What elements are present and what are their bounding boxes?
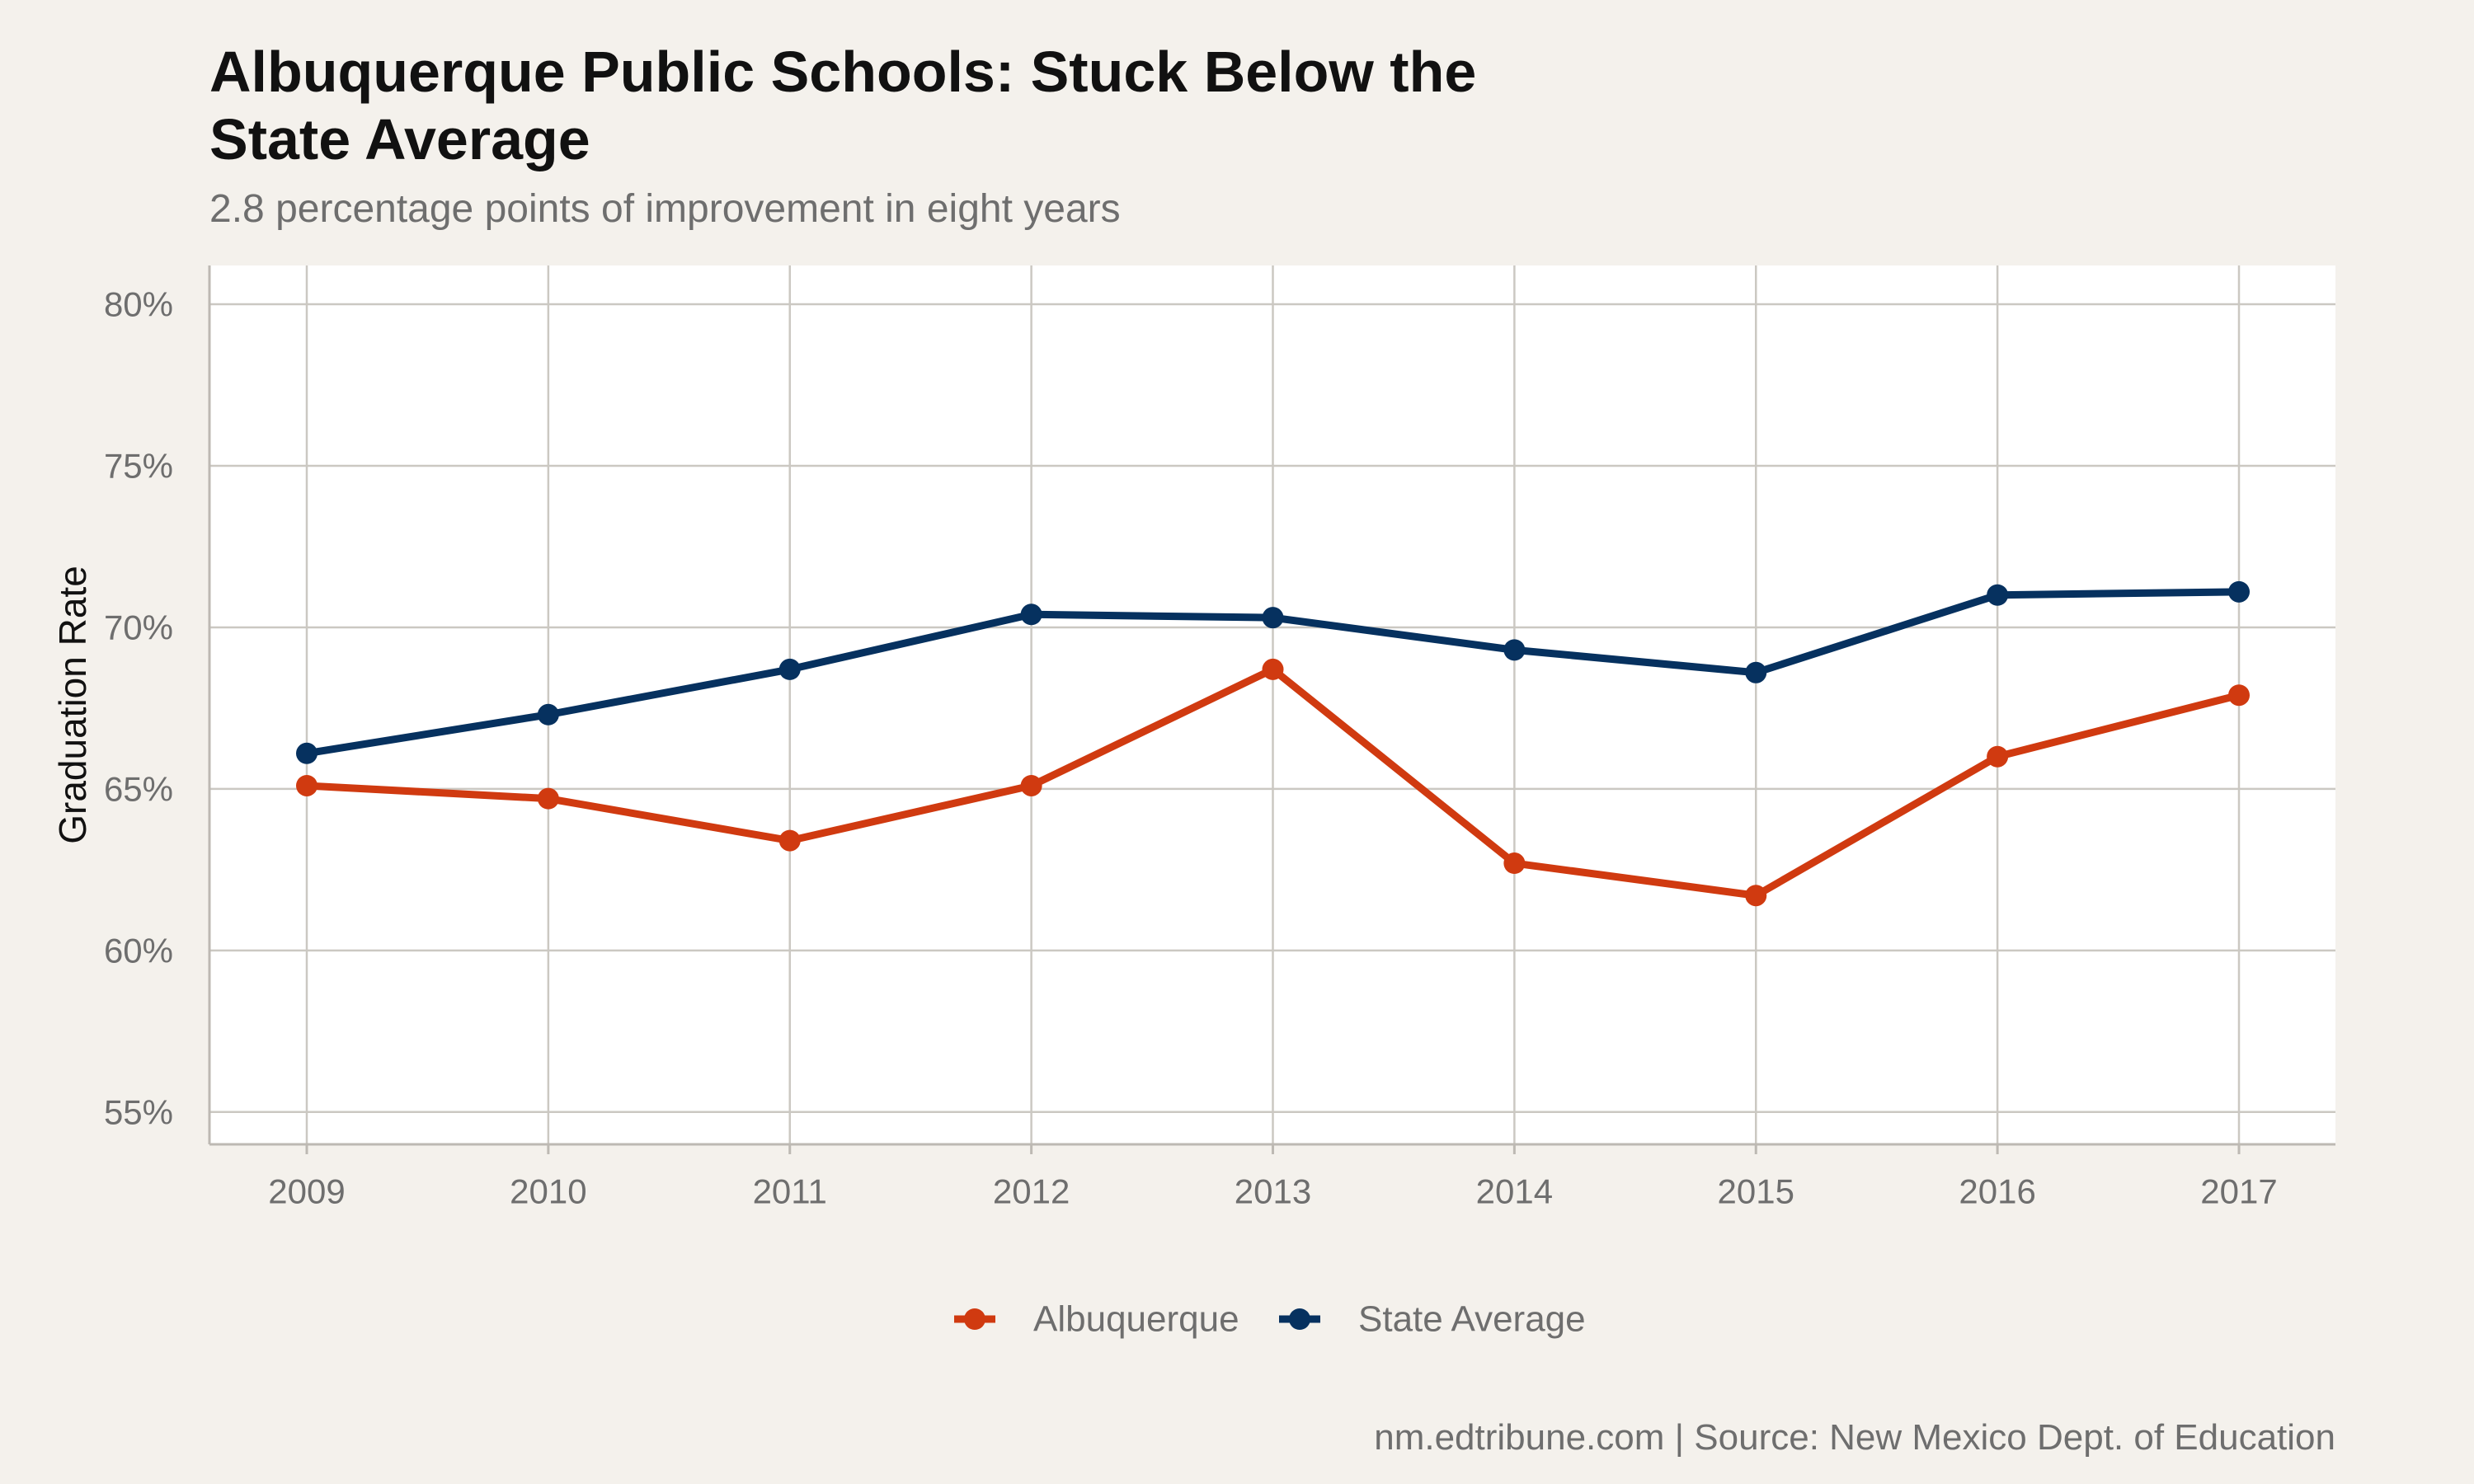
x-tick-label: 2012 — [993, 1172, 1070, 1211]
data-point-state-average — [2228, 580, 2250, 603]
y-tick-label: 60% — [104, 931, 173, 970]
data-point-state-average — [1503, 639, 1526, 661]
x-tick-label: 2011 — [753, 1172, 827, 1211]
y-tick-label: 80% — [104, 285, 173, 324]
x-tick-labels: 2009 2010 2011 2012 2013 2014 2015 2016 2017 — [268, 1172, 2277, 1211]
y-tick-label: 75% — [104, 446, 173, 485]
data-point-albuquerque — [296, 774, 317, 796]
x-tick-label: 2014 — [1476, 1172, 1553, 1211]
data-point-state-average — [778, 658, 801, 680]
data-point-state-average — [1987, 584, 2009, 606]
data-point-albuquerque — [1987, 745, 2009, 768]
data-point-albuquerque — [1745, 885, 1767, 907]
data-point-state-average — [1745, 661, 1767, 683]
y-tick-label: 55% — [104, 1092, 173, 1131]
gridlines — [209, 265, 2335, 1154]
data-point-state-average — [1262, 607, 1284, 629]
x-tick-label: 2016 — [1959, 1172, 2035, 1211]
y-tick-label: 65% — [104, 769, 173, 808]
legend-label-state-average: State Average — [1358, 1299, 1586, 1340]
legend-key-point-albuquerque — [964, 1308, 985, 1330]
x-tick-label: 2017 — [2200, 1172, 2277, 1211]
data-point-albuquerque — [1020, 774, 1042, 796]
chart-title: Albuquerque Public Schools: Stuck Below … — [209, 40, 1477, 171]
x-tick-label: 2010 — [510, 1172, 586, 1211]
legend: Albuquerque State Average — [954, 1299, 1586, 1340]
data-point-state-average — [296, 742, 317, 764]
y-axis-label: Graduation Rate — [51, 566, 94, 844]
y-tick-label: 70% — [104, 608, 173, 646]
x-tick-label: 2009 — [268, 1172, 345, 1211]
data-point-albuquerque — [1503, 852, 1526, 875]
x-tick-label: 2013 — [1235, 1172, 1311, 1211]
x-tick-label: 2015 — [1718, 1172, 1794, 1211]
data-point-albuquerque — [537, 787, 559, 810]
data-point-state-average — [1020, 603, 1042, 626]
legend-label-albuquerque: Albuquerque — [1033, 1299, 1239, 1340]
data-point-albuquerque — [778, 829, 801, 852]
data-point-albuquerque — [2228, 684, 2250, 707]
chart-subtitle: 2.8 percentage points of improvement in … — [209, 187, 1121, 231]
series-layer — [296, 580, 2250, 907]
legend-key-point-state-average — [1289, 1308, 1310, 1330]
chart-caption: nm.edtribune.com | Source: New Mexico De… — [1374, 1417, 2335, 1458]
y-tick-labels: 55% 60% 65% 70% 75% 80% — [104, 285, 173, 1132]
data-point-state-average — [537, 703, 559, 726]
data-point-albuquerque — [1262, 658, 1284, 680]
